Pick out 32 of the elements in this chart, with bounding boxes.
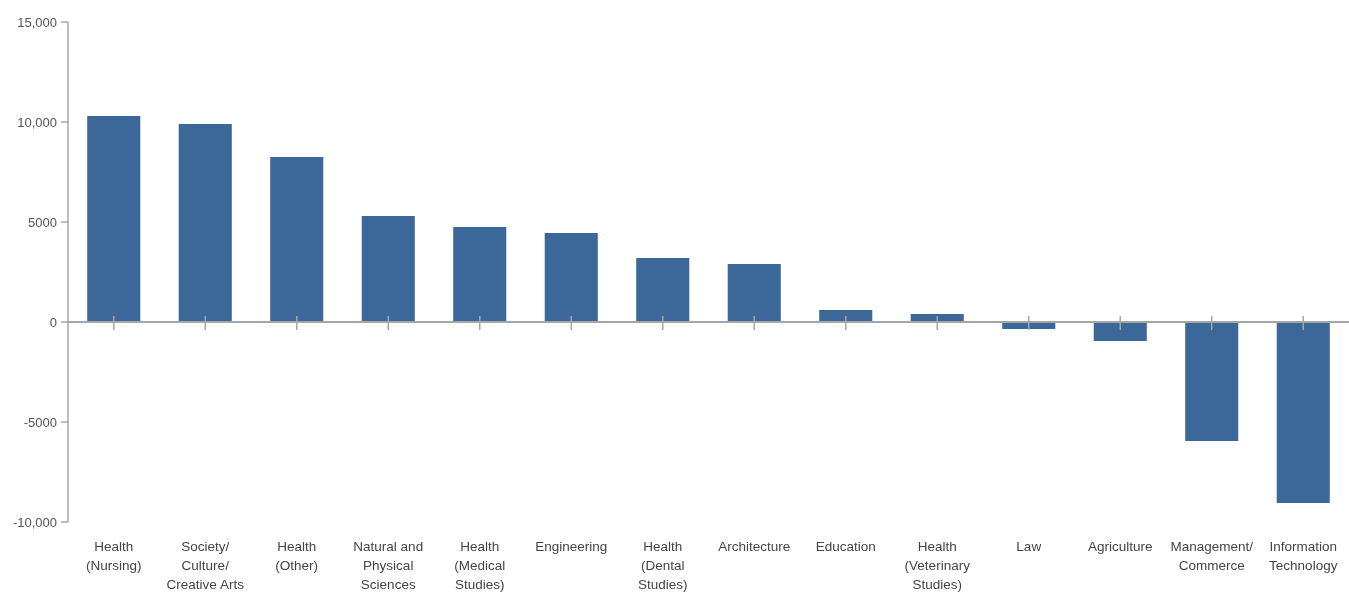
x-tick-label: Society/Culture/Creative Arts [166,539,245,592]
x-tick-label: Health (Veterinary Studies) [904,539,971,592]
y-tick-label: 0 [49,314,57,330]
bar [1185,322,1239,441]
x-tick-label: Health (Dental Studies) [637,539,688,592]
x-tick-label: Information Technology [1269,539,1338,573]
bar [1276,322,1330,503]
x-tick-label: Health (Other) [275,539,319,573]
x-tick-label: Health (Medical Studies) [454,539,506,592]
y-tick-label: 15,000 [17,14,57,30]
x-tick-label: Natural and Physical Sciences [353,539,424,592]
bar [178,124,232,322]
y-tick-label: -5000 [23,414,57,430]
y-tick-label: -10,000 [12,514,57,530]
bar [636,258,690,322]
x-tick-label: Law [1016,539,1042,554]
bar [544,233,598,322]
bar [453,227,507,322]
x-tick-label: Education [815,539,876,554]
bar [270,157,324,322]
y-tick-label: 10,000 [17,114,57,130]
bar [1093,322,1147,341]
x-tick-label: Architecture [718,539,791,554]
x-tick-label: Health (Nursing) [85,539,142,573]
bar [819,310,873,322]
y-tick-label: 5000 [28,214,57,230]
bar [361,216,415,322]
x-tick-label: Management/Commerce [1170,539,1254,573]
x-tick-label: Agriculture [1087,539,1153,554]
bar [727,264,781,322]
x-tick-label: Engineering [535,539,608,554]
bar [87,116,141,322]
